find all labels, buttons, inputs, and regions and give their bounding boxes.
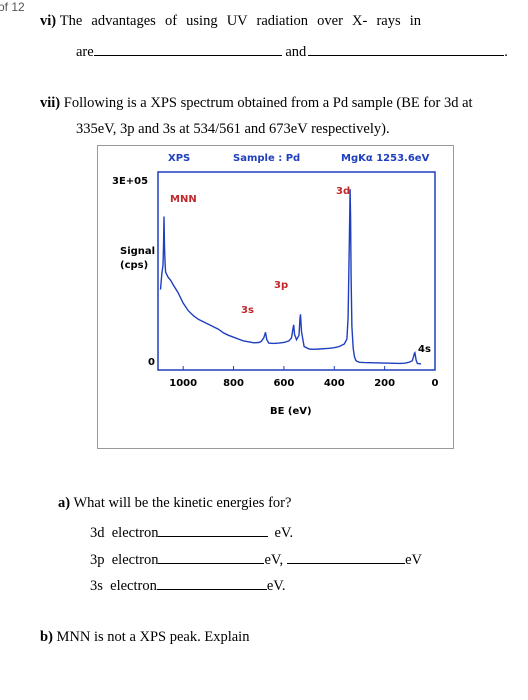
ke-row-3p: 3p electron eV, eV (90, 549, 422, 569)
ke-answer-3p-2[interactable] (287, 549, 406, 564)
ke-row-3s: 3s electron eV. (90, 575, 286, 595)
answer-blank-uv-advantage-2[interactable] (308, 41, 505, 56)
y-tick-zero: 0 (148, 357, 155, 368)
xps-spectrum-chart: XPS Sample : Pd MgKα 1253.6eV 3E+05 0 Si… (97, 145, 454, 449)
peak-label-mnn: MNN (170, 194, 197, 205)
ke-unit-3p-2: eV (405, 552, 423, 568)
ke-answer-3d[interactable] (158, 522, 269, 537)
y-label-cps: (cps) (120, 260, 148, 271)
ke-unit-3p-1: eV, (264, 552, 284, 568)
x-tick-label-600: 600 (273, 378, 294, 389)
chart-header-sample: Sample : Pd (233, 153, 300, 164)
ke-label-3p: 3p electron (90, 552, 159, 568)
chart-header-source: MgKα 1253.6eV (341, 153, 430, 164)
ke-unit-3d: eV. (274, 525, 294, 541)
peak-label-3p: 3p (274, 280, 288, 291)
x-tick-label-200: 200 (374, 378, 395, 389)
question-7-text-line1: Following is a XPS spectrum obtained fro… (63, 95, 473, 111)
x-tick-label-0: 0 (432, 378, 439, 389)
question-6-and: and (285, 44, 307, 60)
part-a-label: a) (58, 495, 71, 511)
question-6-number: vi) (40, 13, 57, 29)
x-axis-ticks: 1000 800 600 400 200 0 (169, 366, 439, 389)
spectrum-line (159, 189, 422, 365)
question-6-are: are (76, 44, 94, 60)
x-tick-label-800: 800 (223, 378, 244, 389)
ke-label-3s: 3s electron (90, 578, 157, 594)
question-6-text: The advantages of using UV radiation ove… (59, 13, 422, 29)
question-7-line1: vii) Following is a XPS spectrum obtaine… (40, 95, 473, 112)
x-axis-label: BE (eV) (270, 406, 312, 417)
peak-label-3s: 3s (241, 305, 254, 316)
chart-header-xps: XPS (168, 153, 190, 164)
x-tick-label-1000: 1000 (169, 378, 197, 389)
ke-answer-3p-1[interactable] (158, 549, 265, 564)
ke-row-3d: 3d electron eV. (90, 522, 293, 542)
ke-label-3d: 3d electron (90, 525, 159, 541)
part-a-prompt: a) What will be the kinetic energies for… (58, 495, 291, 512)
part-b-prompt: b) MNN is not a XPS peak. Explain (40, 629, 249, 646)
spectrum-svg: XPS Sample : Pd MgKα 1253.6eV 3E+05 0 Si… (112, 153, 439, 417)
plot-area-frame (157, 171, 436, 371)
part-a-text: What will be the kinetic energies for? (73, 495, 292, 511)
peak-label-3d: 3d (336, 186, 350, 197)
y-tick-max: 3E+05 (112, 176, 148, 187)
page-number: of 12 (0, 0, 25, 14)
question-6-line1: vi) The advantages of using UV radiation… (40, 13, 421, 30)
question-6-period: . (504, 44, 508, 60)
y-label-signal: Signal (120, 246, 155, 257)
peak-label-4s: 4s (418, 344, 431, 355)
ke-answer-3s[interactable] (156, 575, 267, 590)
question-6-line2: are and. (76, 41, 508, 61)
question-7-line2: 335eV, 3p and 3s at 534/561 and 673eV re… (76, 121, 390, 137)
part-b-label: b) (40, 629, 53, 645)
question-7-number: vii) (40, 95, 61, 111)
ke-unit-3s: eV. (266, 578, 286, 594)
answer-blank-uv-advantage-1[interactable] (93, 41, 282, 56)
x-tick-label-400: 400 (324, 378, 345, 389)
part-b-text: MNN is not a XPS peak. Explain (56, 629, 250, 645)
